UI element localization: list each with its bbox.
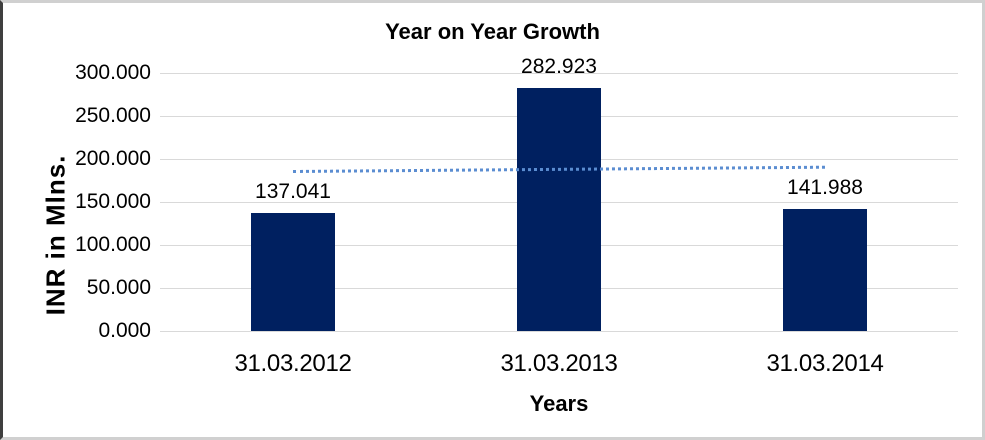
bar-value-label: 141.988 (787, 175, 863, 199)
x-axis-tick-label: 31.03.2013 (500, 350, 618, 377)
x-axis-tick-label: 31.03.2012 (234, 350, 352, 377)
bar-31.03.2014[interactable] (783, 208, 867, 331)
y-axis-tick-label: 50.000 (86, 276, 151, 299)
chart-title: Year on Year Growth (385, 19, 600, 44)
y-axis-tick-label: 250.000 (75, 104, 151, 127)
bar-31.03.2012[interactable] (251, 213, 335, 331)
y-axis-tick-label: 300.000 (75, 61, 151, 84)
y-axis-tick-label: 200.000 (75, 147, 151, 170)
y-axis-tick-label: 100.000 (75, 233, 151, 256)
bar-value-label: 282.923 (521, 54, 597, 78)
gridline (160, 331, 958, 332)
x-axis-tick-label: 31.03.2014 (766, 350, 884, 377)
y-axis-tick-label: 150.000 (75, 190, 151, 213)
x-axis-title: Years (529, 391, 589, 416)
gridline (160, 73, 958, 74)
bar-value-label: 137.041 (255, 180, 331, 204)
bar-31.03.2013[interactable] (517, 87, 601, 331)
y-axis-tick-label: 0.000 (98, 319, 151, 342)
